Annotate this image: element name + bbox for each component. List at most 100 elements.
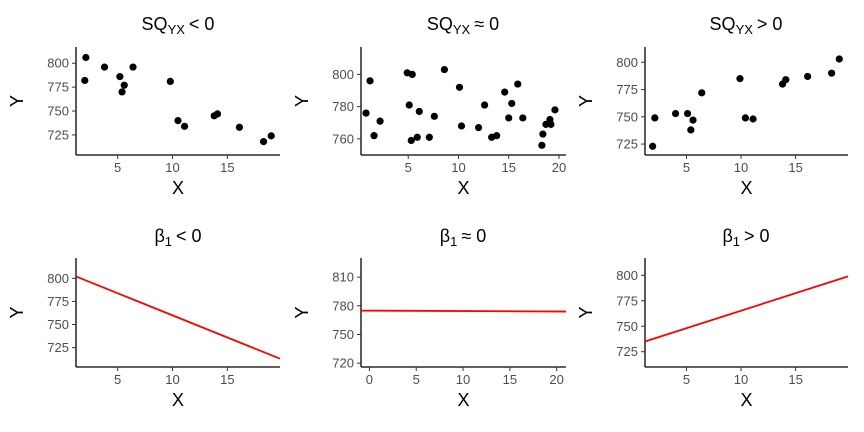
data-point <box>430 112 438 120</box>
data-point <box>81 76 89 85</box>
y-tick-label: 775 <box>47 80 69 95</box>
x-axis-title: X <box>740 390 752 410</box>
y-tick-label: 750 <box>616 319 638 334</box>
data-point <box>405 101 413 109</box>
data-point <box>683 109 692 118</box>
y-tick-label: 775 <box>616 293 638 308</box>
y-axis-title: Y <box>292 306 312 318</box>
data-point <box>749 115 757 123</box>
panel-title-subscript: 1 <box>733 234 740 249</box>
panel-4: β1 < 0 5 10 15 725 750 775 800 X Y <box>7 226 281 410</box>
y-tick-label: 750 <box>332 327 354 342</box>
data-point <box>366 77 374 85</box>
x-axis-title: X <box>457 390 469 410</box>
data-point <box>741 114 750 122</box>
data-point <box>370 132 378 140</box>
panel-6: β1 > 0 5 10 15 725 750 775 800 X Y <box>576 226 849 410</box>
panel-title-main: SQ <box>142 14 168 34</box>
panel-title-subscript: YX <box>168 22 186 37</box>
panel-title-subscript: 1 <box>450 234 457 249</box>
data-point <box>180 122 189 130</box>
data-point <box>408 70 416 79</box>
y-axis-title: Y <box>7 95 27 107</box>
data-point <box>508 99 516 108</box>
y-tick-label: 810 <box>332 270 354 285</box>
x-tick-label: 5 <box>683 160 690 175</box>
x-tick-label: 15 <box>220 372 234 387</box>
y-tick-label: 760 <box>332 131 354 146</box>
data-point <box>116 73 124 81</box>
data-point <box>100 63 109 71</box>
data-point <box>455 83 464 91</box>
x-axis-title: X <box>172 390 184 410</box>
y-tick-label: 775 <box>47 294 69 309</box>
panel-title-subscript: 1 <box>165 234 172 249</box>
data-point <box>782 76 790 84</box>
x-axis-title: X <box>740 178 752 198</box>
x-tick-label: 15 <box>220 160 234 175</box>
x-tick-label: 15 <box>788 160 802 175</box>
data-point <box>213 110 222 118</box>
x-tick-label: 15 <box>788 372 802 387</box>
panel-title: SQYX ≈ 0 <box>427 14 499 37</box>
y-tick-label: 800 <box>616 268 638 283</box>
panel-2: SQYX ≈ 0 5 10 15 20 760 780 800 X Y <box>292 14 566 198</box>
x-axis-title: X <box>457 178 469 198</box>
data-point <box>166 77 174 86</box>
x-tick-label: 15 <box>503 372 517 387</box>
regression-line <box>360 309 567 313</box>
x-tick-label: 5 <box>405 160 412 175</box>
data-point <box>687 126 695 134</box>
panel-title-relation: ≈ 0 <box>474 14 499 34</box>
data-point <box>689 116 697 124</box>
panel-title-relation: > 0 <box>757 14 783 34</box>
panel-title-main: β <box>154 226 164 246</box>
panel-title-subscript: YX <box>453 22 471 37</box>
data-point <box>551 106 559 114</box>
data-point <box>174 116 182 125</box>
y-tick-label: 800 <box>47 271 69 286</box>
x-tick-label: 5 <box>683 372 690 387</box>
x-tick-label: 20 <box>549 372 563 387</box>
data-point <box>519 114 527 122</box>
data-point <box>457 122 466 130</box>
data-point <box>267 132 275 140</box>
data-point <box>481 101 489 109</box>
data-point <box>828 69 836 77</box>
x-tick-label: 5 <box>413 372 420 387</box>
data-point <box>651 114 659 122</box>
regression-line <box>644 275 849 343</box>
data-point <box>501 88 509 96</box>
y-tick-label: 750 <box>47 104 69 119</box>
panel-title: β1 > 0 <box>722 226 769 249</box>
data-point <box>835 55 843 63</box>
y-tick-label: 800 <box>332 67 354 82</box>
panel-title-relation: ≈ 0 <box>461 226 486 246</box>
data-point <box>514 80 522 88</box>
panel-title-main: β <box>440 226 450 246</box>
data-point <box>649 142 657 150</box>
panel-3: SQYX > 0 5 10 15 725 750 775 800 X Y <box>576 14 848 198</box>
y-tick-label: 780 <box>332 298 354 313</box>
y-tick-label: 750 <box>616 109 638 124</box>
y-axis-title: Y <box>576 306 596 318</box>
panel-title: SQYX < 0 <box>142 14 215 37</box>
panel-title-relation: < 0 <box>176 226 202 246</box>
regression-line <box>75 275 281 360</box>
data-point <box>736 75 744 83</box>
data-point <box>118 88 126 96</box>
x-tick-label: 5 <box>114 372 121 387</box>
data-point <box>82 53 90 62</box>
x-axis-title: X <box>172 178 184 198</box>
y-tick-label: 725 <box>616 344 638 359</box>
x-tick-label: 15 <box>501 160 515 175</box>
y-tick-label: 800 <box>616 55 638 70</box>
y-axis-title: Y <box>7 306 27 318</box>
data-point <box>129 63 137 71</box>
panel-title: β1 ≈ 0 <box>440 226 486 249</box>
data-point <box>362 109 370 117</box>
data-point <box>671 109 680 118</box>
y-tick-label: 800 <box>47 56 69 71</box>
data-point <box>493 132 501 140</box>
